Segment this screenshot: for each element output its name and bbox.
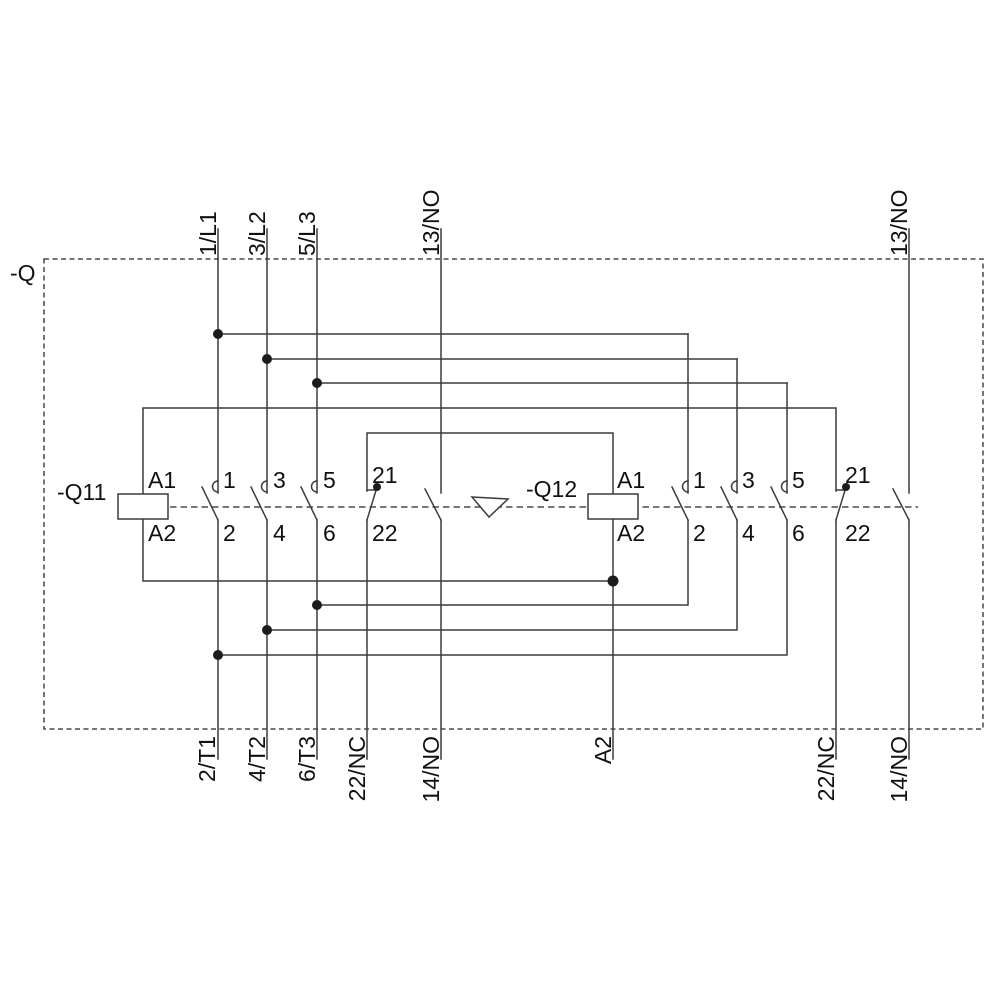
q12-pole1-contact-arc xyxy=(681,480,689,493)
top-terminals: 1/L1 3/L2 5/L3 13/NO 13/NO xyxy=(195,190,912,256)
junction-dot xyxy=(262,354,272,364)
q12-contact2-label: 2 xyxy=(693,520,706,546)
enclosure-dashed-border xyxy=(43,258,984,730)
junction-dot xyxy=(262,625,272,635)
q11-pole2-contact-arc xyxy=(260,480,268,493)
bottom-terminals: 2/T1 4/T2 6/T3 22/NC 14/NO A2 22/NC 14/N… xyxy=(194,736,912,802)
wire-q12pole3-to-t1 xyxy=(217,519,788,656)
junction-dot xyxy=(842,483,850,491)
top-terminal-label-13no-q12: 13/NO xyxy=(886,190,912,256)
q12-pole1-moving-contact xyxy=(670,485,690,522)
junction-dot xyxy=(213,329,223,339)
frame: -Q xyxy=(10,258,984,730)
wire-21q11-to-a1q12 xyxy=(366,432,614,495)
wire-a2q11-to-a2q12 xyxy=(142,518,614,582)
frame-label: -Q xyxy=(10,260,36,286)
q12-contact5-label: 5 xyxy=(792,467,805,493)
q11-coil-a1-label: A1 xyxy=(148,467,176,493)
junction-dots xyxy=(213,329,850,660)
mechanical-interlock-triangle-icon xyxy=(470,496,510,519)
q11-contact1-label: 1 xyxy=(223,467,236,493)
q12-coil-a1-label: A1 xyxy=(617,467,645,493)
contactor-q11: -Q11 A1 A2 1 2 3 4 5 6 21 22 xyxy=(57,228,443,760)
q11-coil-symbol xyxy=(117,493,169,520)
q12-aux-no-moving-contact xyxy=(891,487,911,522)
q11-aux-no-moving-contact xyxy=(423,487,443,522)
q12-contact4-label: 4 xyxy=(742,520,755,546)
junction-dot xyxy=(213,650,223,660)
q12-pole3-contact-arc xyxy=(780,480,788,493)
junction-dot xyxy=(607,575,619,587)
q12-contact1-label: 1 xyxy=(693,467,706,493)
q12-pole2-contact-arc xyxy=(730,480,738,493)
bottom-terminal-label-22nc-q12: 22/NC xyxy=(813,736,839,801)
bottom-terminal-label-6t3: 6/T3 xyxy=(294,736,320,782)
bottom-terminal-label-a2: A2 xyxy=(590,736,616,764)
q11-pole1-moving-contact xyxy=(200,485,220,522)
q11-contact2-label: 2 xyxy=(223,520,236,546)
q12-coil-symbol xyxy=(587,493,639,520)
top-terminal-label-5l3: 5/L3 xyxy=(294,211,320,256)
contactor-q12: -Q12 A1 A2 1 2 3 4 5 6 21 22 xyxy=(526,228,911,760)
q12-contact22-label: 22 xyxy=(845,520,871,546)
q11-pole2-moving-contact xyxy=(249,485,269,522)
bottom-terminal-label-14no-q12: 14/NO xyxy=(886,736,912,802)
q11-nc-moving-contact xyxy=(366,486,378,521)
junction-dot xyxy=(312,600,322,610)
q11-contact22-label: 22 xyxy=(372,520,398,546)
q12-nc-moving-contact xyxy=(835,486,847,521)
q11-pole1-contact-arc xyxy=(211,480,219,493)
bottom-terminal-label-4t2: 4/T2 xyxy=(244,736,270,782)
q12-pole2-moving-contact xyxy=(719,485,739,522)
junction-dot xyxy=(373,483,381,491)
q11-contact6-label: 6 xyxy=(323,520,336,546)
bottom-terminal-label-14no-q11: 14/NO xyxy=(418,736,444,802)
q11-contact5-label: 5 xyxy=(323,467,336,493)
q11-contact3-label: 3 xyxy=(273,467,286,493)
q11-pole3-moving-contact xyxy=(299,485,319,522)
q12-contact3-label: 3 xyxy=(742,467,755,493)
q12-contact6-label: 6 xyxy=(792,520,805,546)
q11-ref-label: -Q11 xyxy=(57,479,106,505)
bottom-terminal-label-22nc-q11: 22/NC xyxy=(344,736,370,801)
q12-coil-a2-label: A2 xyxy=(617,520,645,546)
q12-contact21-label: 21 xyxy=(845,462,871,488)
wire-a1q11-to-21q12 xyxy=(142,407,837,495)
q12-pole3-moving-contact xyxy=(769,485,789,522)
junction-dot xyxy=(312,378,322,388)
bottom-terminal-label-2t1: 2/T1 xyxy=(194,736,220,782)
q11-pole3-contact-arc xyxy=(310,480,318,493)
top-terminal-label-3l2: 3/L2 xyxy=(244,211,270,256)
q11-contact4-label: 4 xyxy=(273,520,286,546)
q12-ref-label: -Q12 xyxy=(526,476,577,502)
top-terminal-label-1l1: 1/L1 xyxy=(195,211,221,256)
wire-q12pole2-to-t2 xyxy=(266,519,738,631)
interconnect-wires xyxy=(142,333,837,656)
q11-coil-a2-label: A2 xyxy=(148,520,176,546)
top-terminal-label-13no-q11: 13/NO xyxy=(418,190,444,256)
